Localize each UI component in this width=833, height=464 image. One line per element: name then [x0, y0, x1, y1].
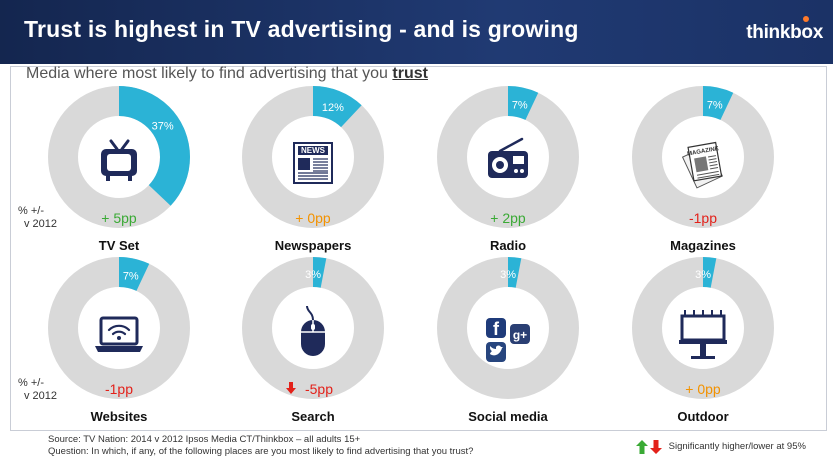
row-1-change-label: % +/- v 2012 [18, 205, 64, 231]
brand-logo: thinkbox [746, 16, 823, 44]
donut-social-media: 3% f g+ Social media [437, 257, 579, 424]
category-label-social-media: Social media [468, 409, 548, 424]
svg-text:NEWS: NEWS [301, 146, 326, 155]
change-label-websites: -1pp [105, 381, 133, 397]
category-label-radio: Radio [490, 238, 526, 253]
header-bar: Trust is highest in TV advertising - and… [0, 0, 833, 64]
donut-slice-outdoor [632, 257, 774, 399]
svg-text:g+: g+ [513, 328, 527, 342]
category-label-search: Search [291, 409, 334, 424]
social-media-icon: f g+ [486, 318, 530, 362]
change-label-search: -5pp [305, 381, 333, 397]
donut-slice-magazines [632, 86, 774, 228]
value-label-search: 3% [305, 269, 321, 281]
significant-down-arrow-icon [286, 382, 296, 394]
tv-icon [101, 139, 137, 181]
donut-slice-tv-set [48, 86, 190, 228]
value-label-tv-set: 37% [152, 120, 174, 132]
donut-slice-social-media [437, 257, 579, 399]
value-label-newspapers: 12% [322, 102, 344, 114]
brand-dot-icon [803, 16, 810, 22]
svg-text:MAGAZINE: MAGAZINE [687, 146, 720, 157]
row-2-change-label: % +/- v 2012 [18, 377, 64, 403]
value-label-outdoor: 3% [695, 269, 711, 281]
row-1-change-label-line2: v 2012 [24, 218, 58, 230]
chart-subtitle: Media where most likely to find advertis… [26, 65, 428, 83]
question-note: Question: In which, if any, of the follo… [48, 446, 474, 457]
donut-websites: 7% -1pp Websites [48, 257, 190, 424]
category-label-websites: Websites [91, 409, 148, 424]
legend-text: Significantly higher/lower at 95% [668, 441, 806, 452]
row-1-change-label-line1: % +/- [18, 205, 44, 217]
subtitle-emphasis: trust [392, 65, 428, 82]
change-label-magazines: -1pp [689, 210, 717, 226]
footer-notes: Source: TV Nation: 2014 v 2012 Ipsos Med… [48, 434, 473, 458]
category-label-newspapers: Newspapers [275, 238, 352, 253]
donut-slice-websites [48, 257, 190, 399]
row-2-change-label-line2: v 2012 [24, 390, 58, 402]
page-title: Trust is highest in TV advertising - and… [24, 16, 579, 42]
donut-slice-newspapers [242, 86, 384, 228]
change-label-radio: + 2pp [490, 210, 526, 226]
donut-radio: 7% + 2pp Radio [437, 86, 579, 253]
subtitle-prefix: Media where most likely to find advertis… [26, 65, 393, 82]
change-label-newspapers: + 0pp [295, 210, 331, 226]
donut-track-social-media [437, 257, 579, 399]
category-label-magazines: Magazines [670, 238, 736, 253]
billboard-icon [679, 310, 727, 359]
brand-name: thinkbox [746, 22, 823, 43]
value-label-social-media: 3% [500, 269, 516, 281]
laptop-wifi-icon [95, 316, 143, 352]
mouse-icon [301, 305, 325, 356]
significance-legend: Significantly higher/lower at 95% [636, 440, 806, 454]
value-label-magazines: 7% [707, 99, 723, 111]
radio-icon [488, 137, 528, 178]
donut-newspapers: 12% NEWS + 0pp Newspapers [242, 86, 384, 253]
up-down-arrows-icon [636, 440, 662, 454]
value-label-radio: 7% [512, 99, 528, 111]
category-label-outdoor: Outdoor [677, 409, 728, 424]
magazine-icon: MAGAZINE [681, 141, 723, 189]
row-2-change-label-line1: % +/- [18, 377, 44, 389]
category-label-tv-set: TV Set [99, 238, 140, 253]
donut-search: 3% -5pp Search [242, 257, 384, 424]
newspaper-icon: NEWS [293, 142, 333, 184]
donut-tv-set: 37% + 5pp TV Set [48, 86, 190, 253]
donut-magazines: 7% MAGAZINE -1pp Magazines [632, 86, 774, 253]
donut-slice-search [242, 257, 384, 399]
change-label-outdoor: + 0pp [685, 381, 721, 397]
change-label-tv-set: + 5pp [101, 210, 137, 226]
svg-text:f: f [493, 319, 500, 339]
donut-slice-radio [437, 86, 579, 228]
donut-outdoor: 3% + 0pp Outdoor [632, 257, 774, 424]
source-note: Source: TV Nation: 2014 v 2012 Ipsos Med… [48, 434, 361, 445]
value-label-websites: 7% [123, 270, 139, 282]
